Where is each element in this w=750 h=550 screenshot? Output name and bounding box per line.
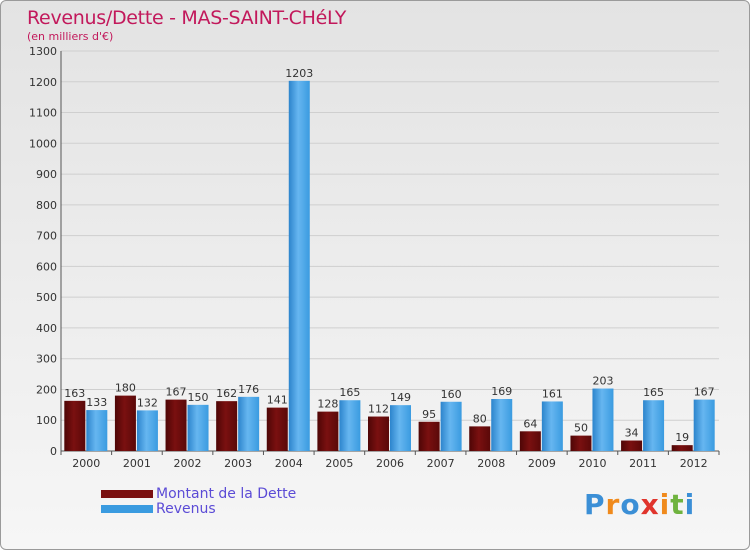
data-label-revenus: 165 [643,386,664,399]
logo-letter: i [684,488,696,521]
y-tick-label: 600 [36,260,57,273]
bar-revenus [440,401,462,451]
x-tick-label: 2000 [72,457,100,470]
bar-dette [671,445,693,451]
data-label-revenus: 161 [542,387,563,400]
x-tick-label: 2012 [680,457,708,470]
legend-swatch-revenus [101,505,153,513]
chart-title: Revenus/Dette - MAS-SAINT-CHéLY [27,7,347,29]
data-label-revenus: 203 [592,375,613,388]
logo-letter: i [659,488,671,521]
data-label-dette: 64 [523,417,537,430]
x-tick-label: 2006 [376,457,404,470]
x-tick-label: 2001 [123,457,151,470]
data-label-dette: 34 [625,427,639,440]
logo-letter: r [605,488,621,521]
y-tick-label: 1000 [29,137,57,150]
y-tick-label: 0 [50,445,57,458]
bar-dette [469,426,491,451]
bar-dette [266,407,288,451]
bar-revenus [339,400,361,451]
proxiti-logo: Proxiti [584,488,695,521]
data-label-revenus: 176 [238,383,259,396]
data-label-dette: 141 [267,394,288,407]
data-label-dette: 50 [574,422,588,435]
bar-dette [114,395,136,451]
bar-revenus [136,410,158,451]
y-tick-label: 400 [36,322,57,335]
y-tick-label: 1100 [29,107,57,120]
x-tick-label: 2004 [275,457,303,470]
y-tick-label: 900 [36,168,57,181]
data-label-revenus: 149 [390,391,411,404]
x-tick-label: 2008 [477,457,505,470]
bar-revenus [491,399,513,451]
bar-revenus [643,400,665,451]
y-tick-label: 1200 [29,76,57,89]
data-label-dette: 128 [317,398,338,411]
y-tick-label: 1300 [29,45,57,58]
y-tick-label: 100 [36,414,57,427]
data-label-revenus: 169 [491,385,512,398]
bar-dette [317,411,339,451]
x-tick-label: 2007 [427,457,455,470]
bar-revenus [592,388,614,451]
bar-revenus [288,80,310,451]
bar-dette [216,401,238,451]
x-tick-label: 2002 [174,457,202,470]
bar-dette [165,399,187,451]
x-tick-label: 2009 [528,457,556,470]
y-tick-label: 800 [36,199,57,212]
data-label-revenus: 1203 [285,67,313,80]
data-label-dette: 167 [166,386,187,399]
data-label-dette: 180 [115,382,136,395]
x-tick-label: 2003 [224,457,252,470]
y-tick-label: 300 [36,353,57,366]
bar-revenus [390,405,411,451]
legend-label-dette: Montant de la Dette [156,486,297,502]
data-label-dette: 80 [473,412,487,425]
data-label-dette: 163 [64,387,85,400]
legend-label-revenus: Revenus [156,501,216,517]
data-label-revenus: 167 [694,386,715,399]
x-tick-label: 2011 [629,457,657,470]
bar-revenus [187,404,209,451]
data-label-revenus: 150 [188,391,209,404]
bar-dette [621,440,643,451]
bar-dette [570,435,592,451]
y-tick-label: 200 [36,383,57,396]
data-label-dette: 95 [422,408,436,421]
logo-letter: P [584,488,606,521]
data-label-revenus: 132 [137,396,158,409]
bar-revenus [86,410,108,451]
bar-dette [418,421,440,451]
bar-revenus [693,399,715,451]
y-tick-label: 500 [36,291,57,304]
bar-dette [519,431,541,451]
y-tick-label: 700 [36,230,57,243]
data-label-revenus: 133 [86,396,107,409]
legend-swatch-dette [101,490,153,498]
data-label-dette: 162 [216,387,237,400]
bar-dette [368,416,389,451]
bar-dette [64,400,86,451]
logo-letter: o [620,488,641,521]
data-label-dette: 112 [368,403,389,416]
logo-letter: t [670,488,685,521]
x-tick-label: 2005 [325,457,353,470]
data-label-dette: 19 [675,431,689,444]
data-label-revenus: 160 [441,388,462,401]
chart-subtitle: (en milliers d'€) [27,30,114,43]
x-tick-label: 2010 [578,457,606,470]
bar-revenus [238,396,260,451]
bar-revenus [541,401,563,451]
logo-letter: x [640,488,660,521]
data-label-revenus: 165 [339,386,360,399]
